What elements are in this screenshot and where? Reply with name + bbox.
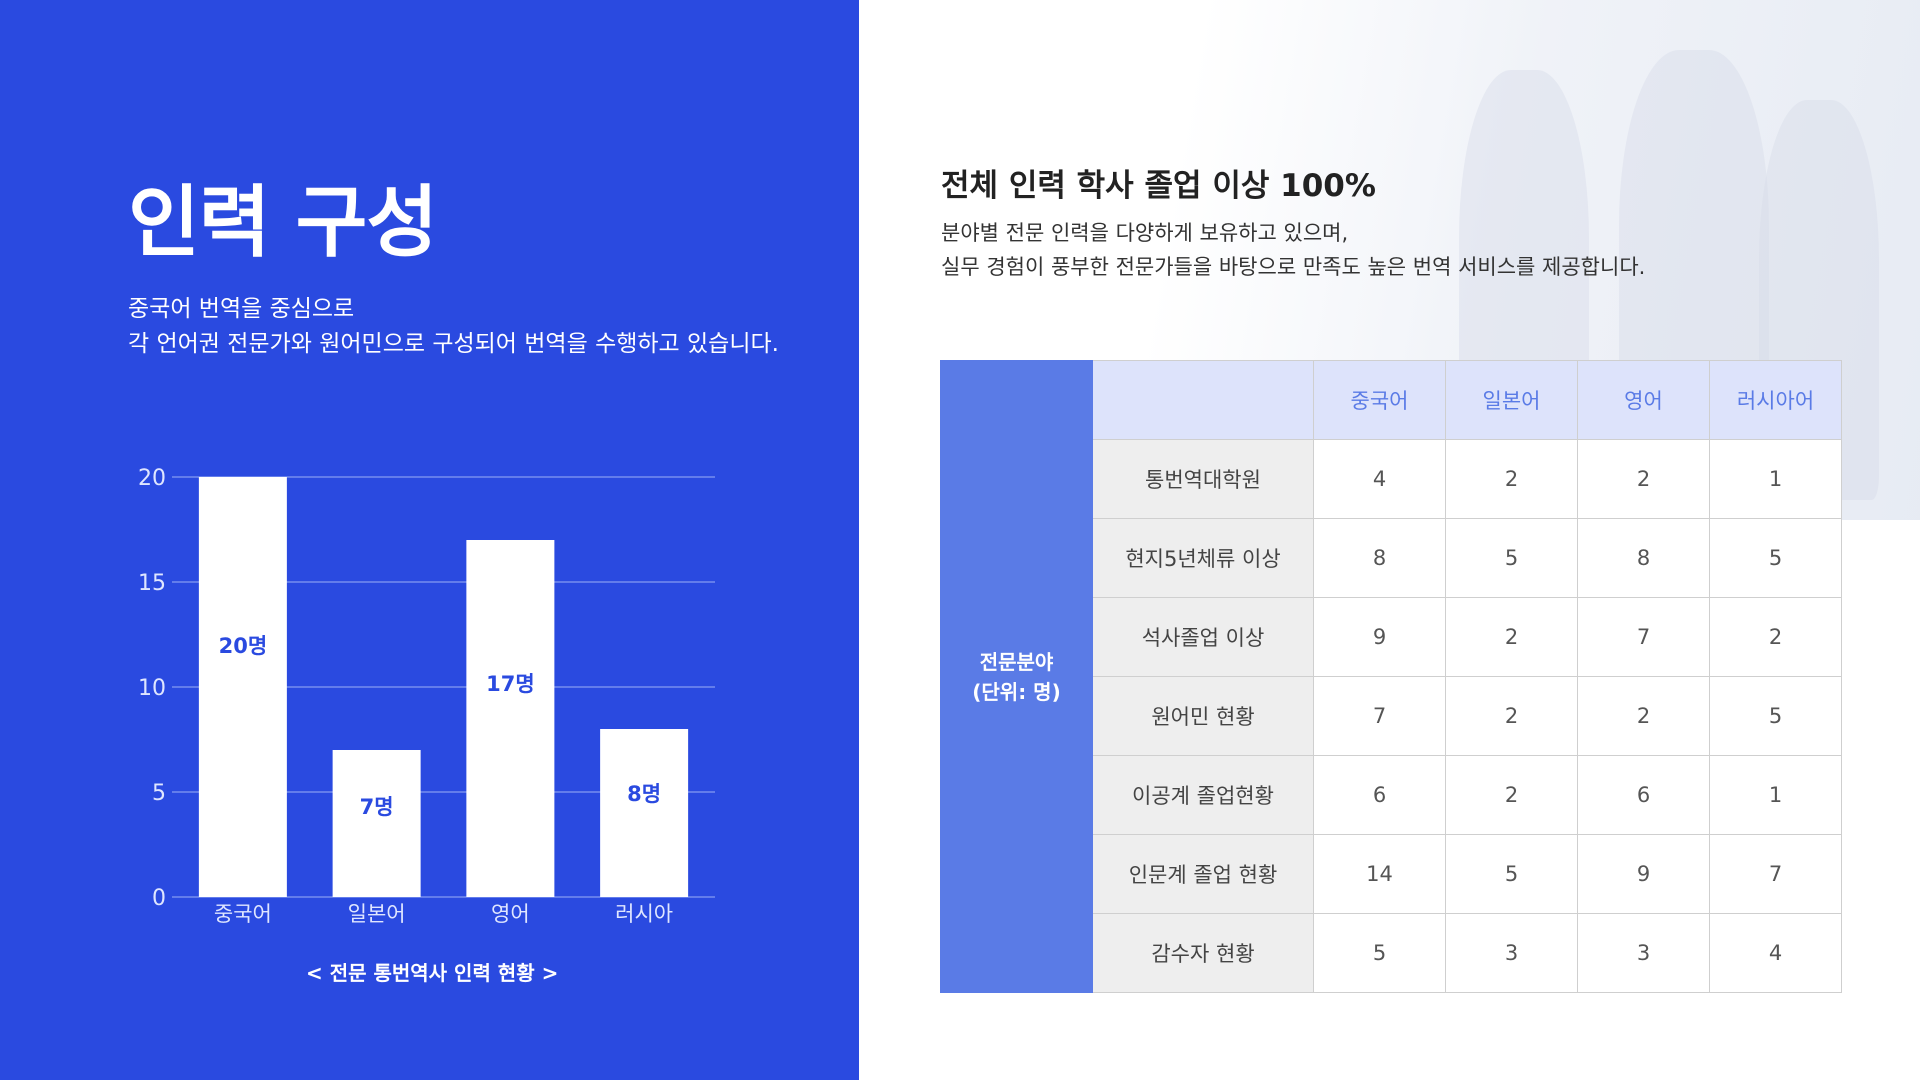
table-row: 원어민 현황 7 2 2 5 <box>941 676 1842 756</box>
bar <box>600 729 689 897</box>
headline: 전체 인력 학사 졸업 이상 100% <box>941 168 1376 204</box>
table-row: 현지5년체류 이상 8 5 8 5 <box>941 518 1842 598</box>
bar <box>198 477 287 897</box>
table-cell: 3 <box>1577 913 1710 993</box>
data-label: 17명 <box>486 672 535 696</box>
side-header-line-2: (단위: 명) <box>972 679 1061 704</box>
table-cell: 4 <box>1709 913 1842 993</box>
table-cell: 3 <box>1445 913 1578 993</box>
data-label: 7명 <box>360 795 394 819</box>
table-cell: 2 <box>1445 676 1578 756</box>
y-tick-label: 0 <box>152 886 166 911</box>
column-header: 일본어 <box>1445 360 1578 440</box>
row-header: 석사졸업 이상 <box>1092 597 1314 677</box>
row-header: 원어민 현황 <box>1092 676 1314 756</box>
bar <box>466 540 555 897</box>
description-line-2: 실무 경험이 풍부한 전문가들을 바탕으로 만족도 높은 번역 서비스를 제공합… <box>941 255 1646 279</box>
corner-cell <box>1092 360 1314 440</box>
table-cell: 7 <box>1313 676 1446 756</box>
table-cell: 5 <box>1709 676 1842 756</box>
row-header: 이공계 졸업현황 <box>1092 755 1314 835</box>
column-header: 영어 <box>1577 360 1710 440</box>
bar <box>332 750 421 897</box>
table-cell: 9 <box>1577 834 1710 914</box>
x-tick-label: 일본어 <box>348 902 406 926</box>
table-cell: 2 <box>1577 439 1710 519</box>
column-header: 중국어 <box>1313 360 1446 440</box>
y-tick-label: 5 <box>152 781 166 806</box>
table-row: 인문계 졸업 현황 14 5 9 7 <box>941 834 1842 914</box>
table-row: 이공계 졸업현황 6 2 6 1 <box>941 755 1842 835</box>
table-row: 통번역대학원 4 2 2 1 <box>941 439 1842 519</box>
table-cell: 2 <box>1445 755 1578 835</box>
table-cell: 5 <box>1709 518 1842 598</box>
subtitle: 중국어 번역을 중심으로 각 언어권 전문가와 원어민으로 구성되어 번역을 수… <box>128 292 779 362</box>
x-tick-label: 영어 <box>491 902 530 926</box>
table-row: 석사졸업 이상 9 2 7 2 <box>941 597 1842 677</box>
table-header-row: 전문분야 (단위: 명) 중국어 일본어 영어 러시아어 <box>940 360 1842 993</box>
table-cell: 1 <box>1709 755 1842 835</box>
table-cell: 2 <box>1577 676 1710 756</box>
description: 분야별 전문 인력을 다양하게 보유하고 있으며, 실무 경험이 풍부한 전문가… <box>941 216 1645 284</box>
y-tick-label: 15 <box>138 571 166 596</box>
row-header: 통번역대학원 <box>1092 439 1314 519</box>
subtitle-line-1: 중국어 번역을 중심으로 <box>128 296 355 322</box>
row-header: 감수자 현황 <box>1092 913 1314 993</box>
table-cell: 6 <box>1577 755 1710 835</box>
table-cell: 6 <box>1313 755 1446 835</box>
x-tick-label: 러시아 <box>615 902 673 926</box>
description-line-1: 분야별 전문 인력을 다양하게 보유하고 있으며, <box>941 221 1349 245</box>
subtitle-line-2: 각 언어권 전문가와 원어민으로 구성되어 번역을 수행하고 있습니다. <box>128 331 779 357</box>
side-header: 전문분야 (단위: 명) <box>940 360 1093 993</box>
table-cell: 4 <box>1313 439 1446 519</box>
y-tick-label: 10 <box>138 676 166 701</box>
table-row: 감수자 현황 5 3 3 4 <box>941 913 1842 993</box>
left-panel: 인력 구성 중국어 번역을 중심으로 각 언어권 전문가와 원어민으로 구성되어… <box>0 0 859 1080</box>
table-cell: 8 <box>1313 518 1446 598</box>
table-cell: 2 <box>1445 439 1578 519</box>
page-title: 인력 구성 <box>128 178 438 268</box>
side-header-line-1: 전문분야 <box>979 649 1054 674</box>
row-header: 현지5년체류 이상 <box>1092 518 1314 598</box>
table-cell: 5 <box>1445 518 1578 598</box>
staff-table: 전문분야 (단위: 명) 중국어 일본어 영어 러시아어 통번역대학원 4 2 … <box>940 360 1842 993</box>
row-header: 인문계 졸업 현황 <box>1092 834 1314 914</box>
table-cell: 8 <box>1577 518 1710 598</box>
y-tick-label: 20 <box>138 466 166 491</box>
table-cell: 1 <box>1709 439 1842 519</box>
table-cell: 14 <box>1313 834 1446 914</box>
table-cell: 7 <box>1709 834 1842 914</box>
data-label: 8명 <box>627 782 661 806</box>
table-cell: 2 <box>1445 597 1578 677</box>
table-cell: 9 <box>1313 597 1446 677</box>
table-cell: 7 <box>1577 597 1710 677</box>
chart-caption: < 전문 통번역사 인력 현황 > <box>306 961 559 985</box>
table-cell: 2 <box>1709 597 1842 677</box>
table-cell: 5 <box>1445 834 1578 914</box>
column-header: 러시아어 <box>1709 360 1842 440</box>
data-label: 20명 <box>219 634 268 658</box>
table-cell: 5 <box>1313 913 1446 993</box>
x-tick-label: 중국어 <box>214 902 272 926</box>
